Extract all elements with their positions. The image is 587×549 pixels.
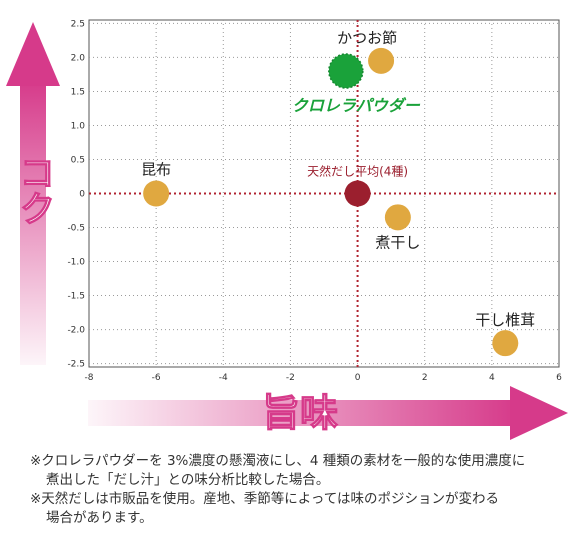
average-point <box>344 180 371 207</box>
y-tick-label: -0.5 <box>67 224 85 234</box>
y-tick-label: -2.0 <box>67 326 85 336</box>
x-tick-label: -4 <box>219 373 228 383</box>
y-tick-label: -1.0 <box>67 258 85 268</box>
footnotes: ※クロレラパウダーを 3%濃度の懸濁液にし、4 種類の素材を一般的な使用濃度に … <box>30 452 582 528</box>
footnote-2-line-2: 場合があります。 <box>46 510 153 526</box>
x-axis-label: 旨味 <box>262 391 338 435</box>
footnote-1-line-1: ※クロレラパウダーを 3%濃度の懸濁液にし、4 種類の素材を一般的な使用濃度に <box>30 453 526 469</box>
chlorella-label: クロレラパウダー <box>292 96 421 115</box>
y-tick-label: 2.5 <box>71 19 85 29</box>
ingredient-label: 干し椎茸 <box>475 311 535 329</box>
y-tick-label: 1.0 <box>71 121 86 131</box>
footnote-1: ※クロレラパウダーを 3%濃度の懸濁液にし、4 種類の素材を一般的な使用濃度に … <box>30 452 582 490</box>
x-tick-label: -6 <box>152 373 161 383</box>
x-axis-arrow: 旨味 <box>88 386 568 440</box>
ingredient-label: 煮干し <box>375 233 420 251</box>
grid <box>89 20 559 367</box>
x-tick-label: 6 <box>556 373 562 383</box>
ingredient-point <box>492 330 519 357</box>
ingredient-label: かつお節 <box>337 29 397 47</box>
ingredient-point <box>368 47 395 74</box>
x-tick-label: -2 <box>286 373 295 383</box>
y-tick-label: 0.5 <box>71 155 85 165</box>
y-tick-label: -1.5 <box>67 292 85 302</box>
x-tick-label: -8 <box>85 373 94 383</box>
average-label: 天然だし平均(4種) <box>307 164 408 179</box>
footnote-1-line-2: 煮出した「だし汁」との味分析比較した場合。 <box>46 472 330 488</box>
chlorella-point <box>328 53 364 89</box>
footnote-2-line-1: ※天然だしは市販品を使用。産地、季節等によっては味のポジションが変わる <box>30 491 499 507</box>
x-tick-label: 0 <box>355 373 361 383</box>
footnote-2: ※天然だしは市販品を使用。産地、季節等によっては味のポジションが変わる 場合があ… <box>30 490 582 528</box>
y-axis-label: コク <box>14 154 55 226</box>
y-tick-label: 0 <box>79 190 85 200</box>
x-tick-label: 4 <box>489 373 495 383</box>
ingredient-point <box>384 204 411 231</box>
y-tick-label: -2.5 <box>67 360 85 370</box>
y-tick-label: 1.5 <box>71 87 85 97</box>
ingredient-point <box>143 180 170 207</box>
y-axis-arrow: コク <box>6 22 60 365</box>
x-tick-label: 2 <box>422 373 428 383</box>
ingredient-label: 昆布 <box>141 161 171 179</box>
axis-ticks: -8 -6 -4 -2 0 2 4 6 2.5 2.0 1.5 1.0 0.5 0 -0.5 -1.0 -1.5… <box>67 19 562 383</box>
y-tick-label: 2.0 <box>71 53 86 63</box>
